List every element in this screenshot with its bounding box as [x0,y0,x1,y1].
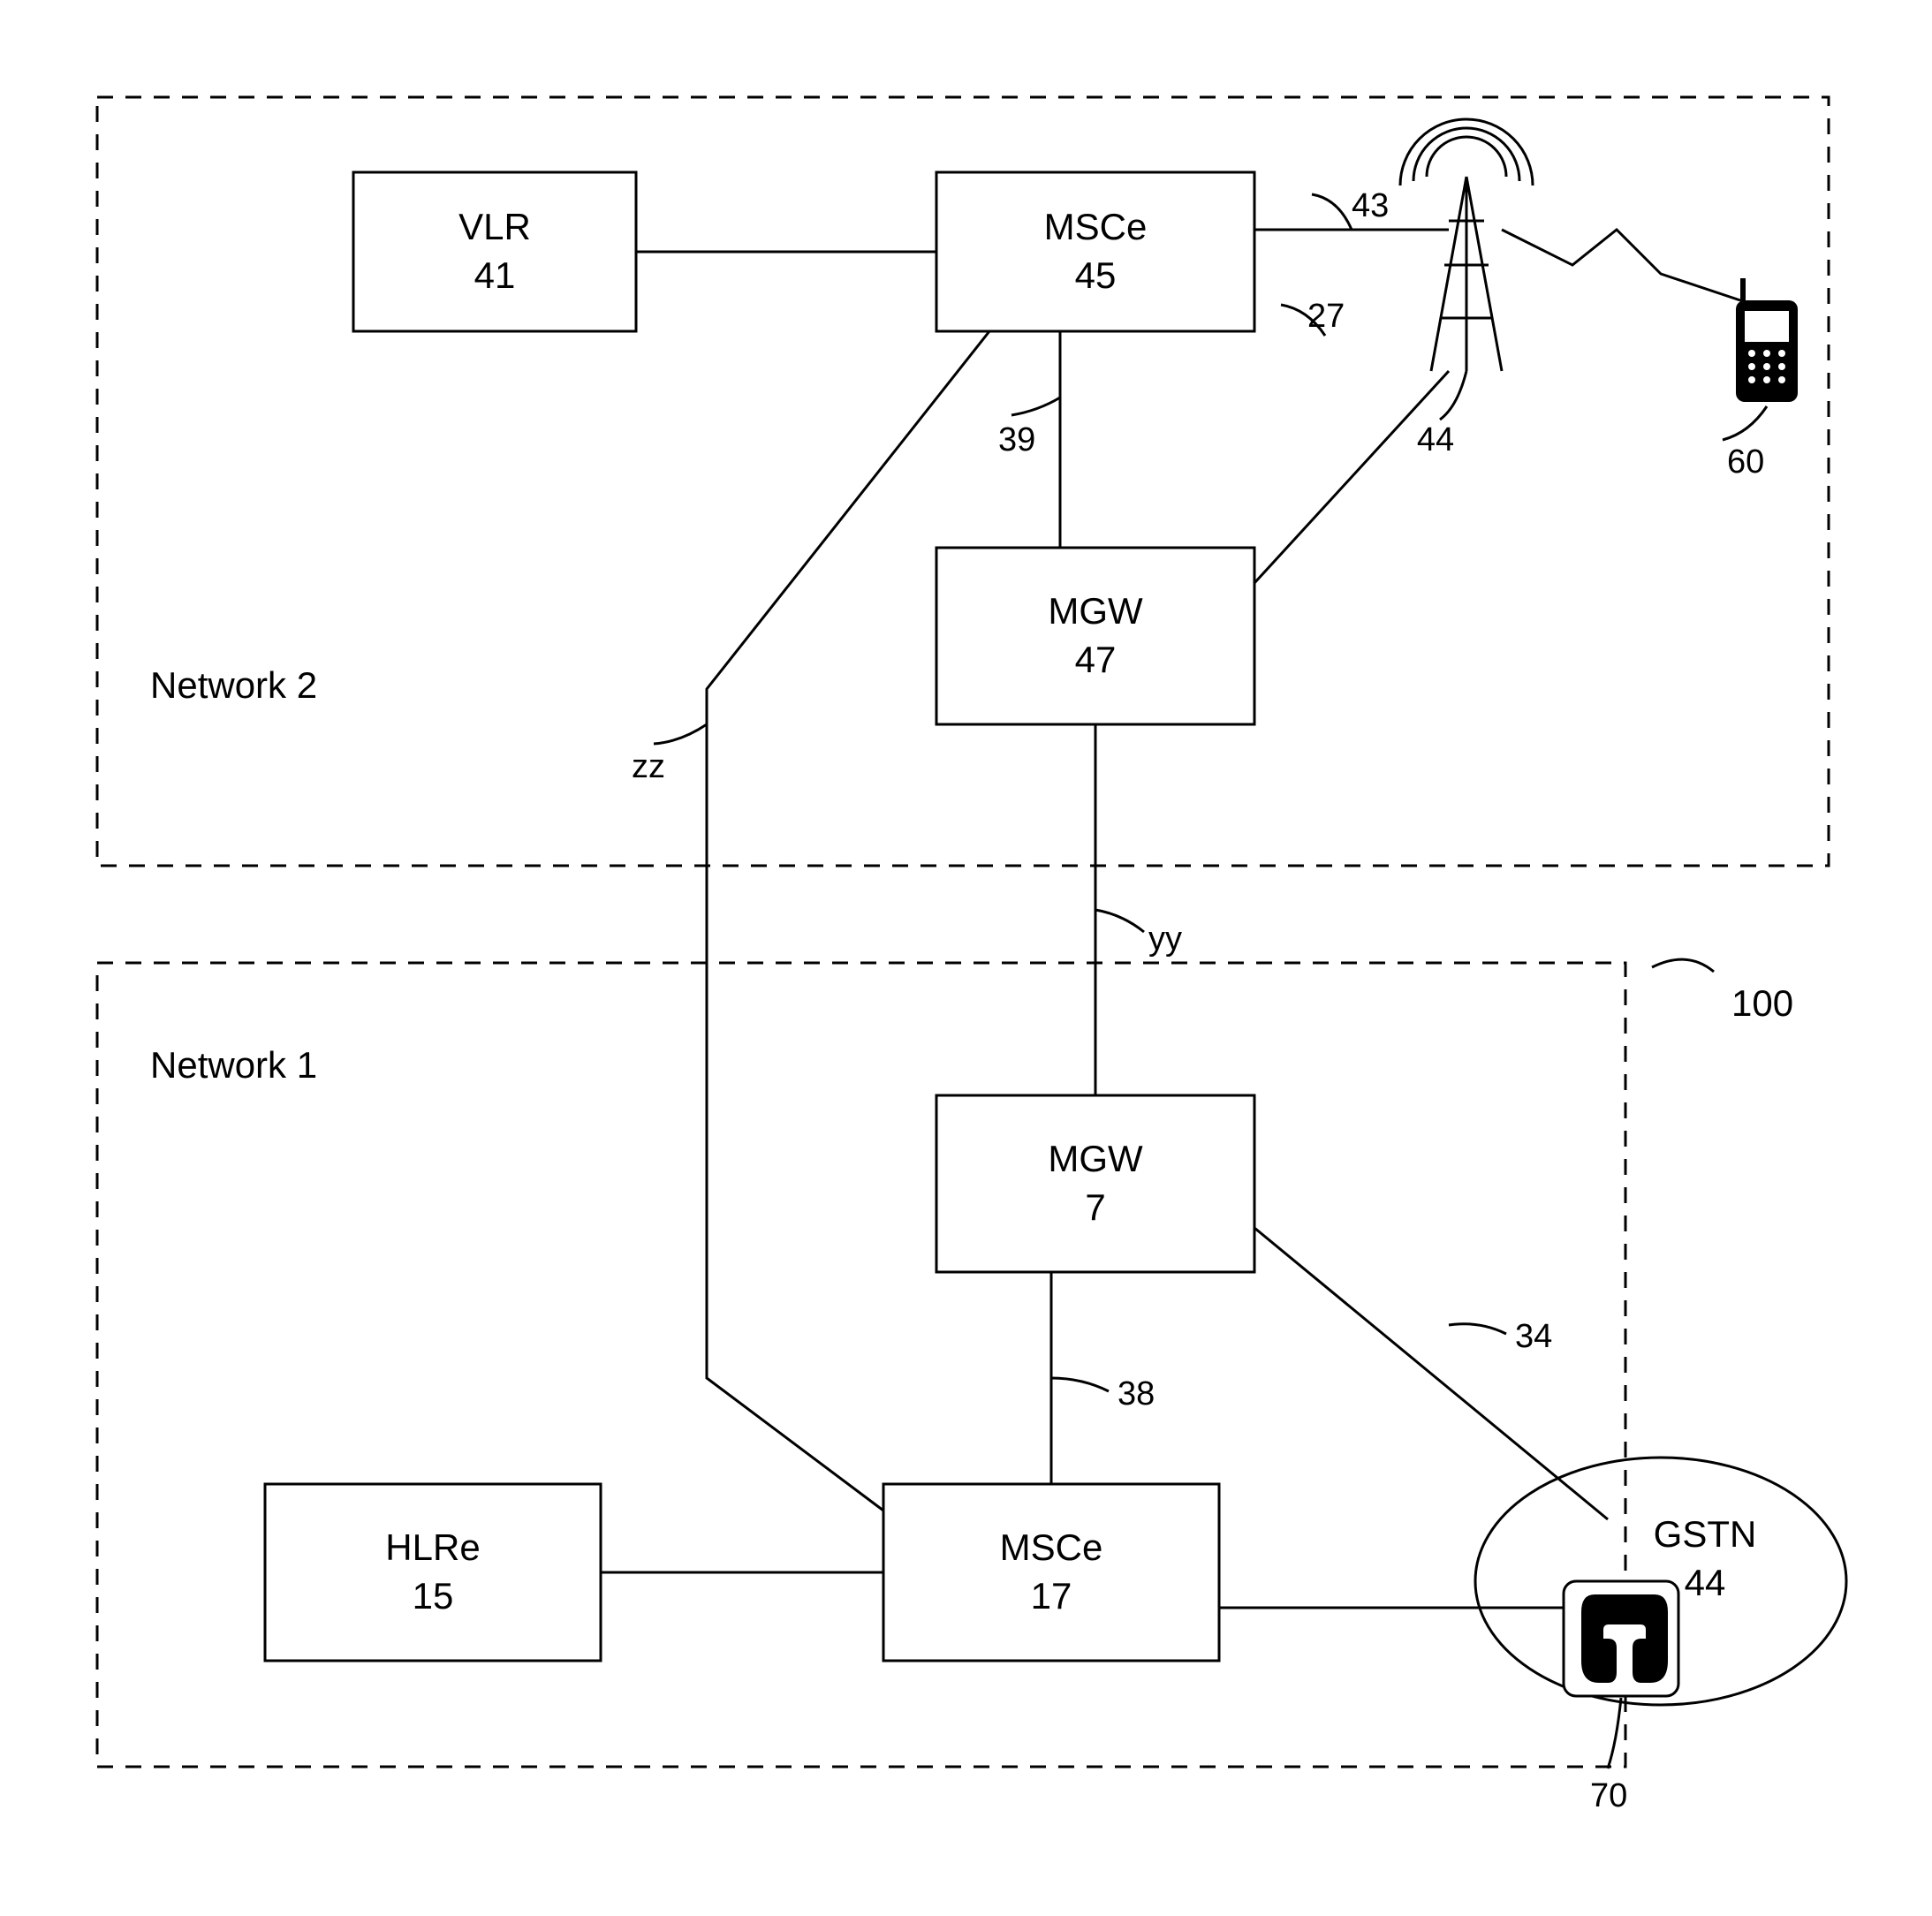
msce2-id: 45 [1075,254,1117,296]
leader-ref100 [1652,959,1714,972]
node-vlr: VLR 41 [353,172,636,331]
vlr-id: 41 [474,254,516,296]
mgw2-id: 47 [1075,639,1117,680]
label-27: 27 [1307,298,1345,335]
label-39: 39 [998,421,1035,458]
leader-43 [1312,194,1352,230]
hlre-name: HLRe [385,1526,480,1568]
leader-34 [1449,1324,1506,1334]
edge-tower-mobile [1502,230,1740,300]
mobile-icon [1736,278,1798,402]
leader-phone [1608,1698,1621,1768]
diagram-ref: 100 [1731,982,1793,1024]
label-zz: zz [632,748,665,785]
label-43: 43 [1352,187,1389,224]
edge-tower-mgw2 [1254,371,1449,583]
mgw1-id: 7 [1085,1186,1105,1228]
edge-mgw1-gstn [1254,1228,1608,1519]
node-mgw1: MGW 7 [936,1095,1254,1272]
leader-yy [1095,910,1144,932]
network1-title: Network 1 [150,1044,317,1086]
node-msce1: MSCe 17 [883,1484,1219,1661]
leader-39 [1011,398,1060,415]
mgw2-name: MGW [1048,590,1143,632]
leader-38 [1051,1378,1109,1391]
msce1-name: MSCe [1000,1526,1103,1568]
label-yy: yy [1148,920,1182,958]
edge-msce2-msce1 [707,331,989,1511]
mobile-id: 60 [1727,443,1764,481]
msce1-id: 17 [1031,1575,1072,1617]
leader-mobile [1723,406,1767,440]
msce2-name: MSCe [1044,206,1148,247]
phone-icon [1564,1581,1678,1696]
gstn-id: 44 [1685,1562,1726,1603]
network2-title: Network 2 [150,664,317,706]
tower-icon [1400,119,1533,371]
label-38: 38 [1118,1375,1155,1412]
leader-zz [654,724,707,744]
node-msce2: MSCe 45 [936,172,1254,331]
tower-id: 44 [1417,421,1454,458]
gstn-name: GSTN [1654,1513,1757,1555]
label-34: 34 [1515,1318,1552,1355]
hlre-id: 15 [413,1575,454,1617]
mgw1-name: MGW [1048,1138,1143,1179]
vlr-name: VLR [458,206,531,247]
node-mgw2: MGW 47 [936,548,1254,724]
node-hlre: HLRe 15 [265,1484,601,1661]
leader-tower [1440,371,1466,420]
phone-id: 70 [1590,1777,1627,1814]
